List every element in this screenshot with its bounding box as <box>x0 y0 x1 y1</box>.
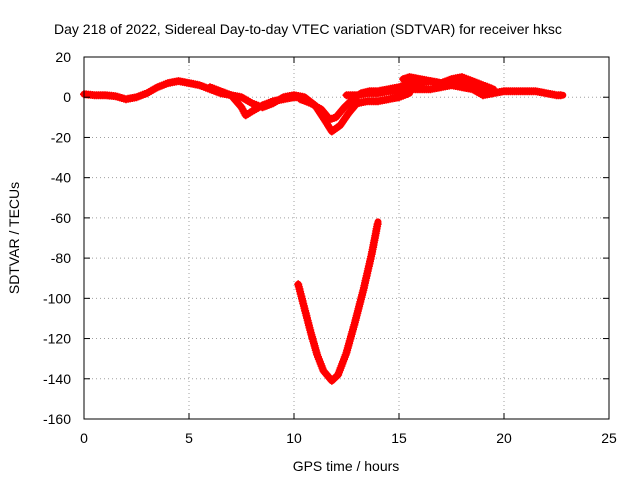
x-tick-label: 10 <box>286 430 302 446</box>
y-tick-label: 20 <box>55 49 71 65</box>
y-tick-label: -80 <box>51 250 71 266</box>
series-track <box>294 218 382 385</box>
plot-border <box>83 56 610 420</box>
y-axis-label: SDTVAR / TECUs <box>6 182 22 294</box>
ticks: 0 5 10 15 20 25 20 0 -20 -40 -60 -80 -100 -120 -140 -16… <box>43 49 617 446</box>
x-axis-label: GPS time / hours <box>293 458 400 474</box>
y-tick-label: -20 <box>51 129 71 145</box>
y-tick-label: -100 <box>43 290 71 306</box>
gridlines <box>84 57 609 419</box>
y-tick-label: 0 <box>63 89 71 105</box>
series-markers <box>80 77 307 112</box>
x-tick-label: 15 <box>391 430 407 446</box>
data-series <box>80 73 567 385</box>
y-tick-label: -140 <box>43 371 71 387</box>
series-markers <box>294 220 382 385</box>
x-tick-label: 20 <box>496 430 512 446</box>
series-markers <box>399 73 496 95</box>
x-tick-label: 25 <box>601 430 617 446</box>
y-tick-label: -40 <box>51 170 71 186</box>
y-tick-label: -60 <box>51 210 71 226</box>
y-tick-label: -120 <box>43 331 71 347</box>
y-tick-label: -160 <box>43 411 71 427</box>
chart-title: Day 218 of 2022, Sidereal Day-to-day VTE… <box>54 21 562 37</box>
series-SDTVAR <box>80 73 567 385</box>
x-tick-label: 0 <box>80 430 88 446</box>
x-tick-label: 5 <box>185 430 193 446</box>
